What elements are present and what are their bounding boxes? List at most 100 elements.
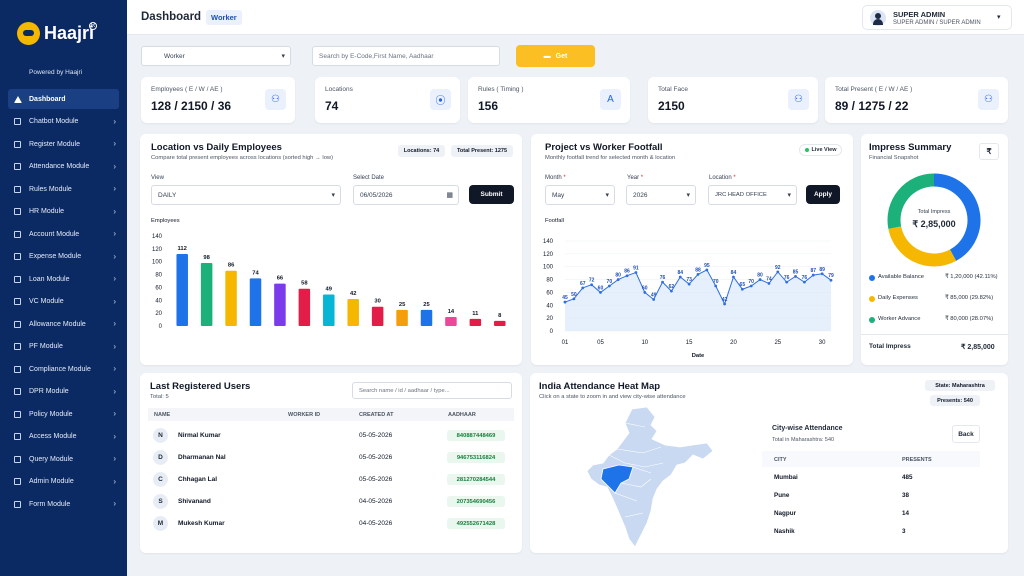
bar[interactable] <box>396 309 408 326</box>
bar[interactable] <box>494 320 506 326</box>
sidebar-item-dashboard[interactable]: Dashboard <box>8 89 119 109</box>
bar[interactable] <box>323 294 335 327</box>
users-icon: ⚇ <box>978 89 999 110</box>
data-point[interactable] <box>581 286 585 290</box>
table-row[interactable]: C Chhagan Lal 05-05-2026 281270284544 <box>140 469 520 491</box>
donut-slice[interactable] <box>888 226 957 267</box>
sidebar-item-dpr-module[interactable]: DPR Module › <box>8 382 119 402</box>
live-dot-icon <box>804 148 809 152</box>
bar[interactable] <box>371 306 384 326</box>
sidebar-item-pf-module[interactable]: PF Module › <box>8 337 119 357</box>
data-point[interactable] <box>723 302 726 306</box>
bar[interactable] <box>298 288 311 326</box>
india-map[interactable] <box>585 407 715 552</box>
sidebar-item-register-module[interactable]: Register Module › <box>8 134 119 154</box>
bar[interactable] <box>176 254 188 326</box>
table-row[interactable]: D Dharmanan Nal 05-05-2026 946753116824 <box>140 447 520 469</box>
bar[interactable] <box>420 309 433 326</box>
sidebar-item-chatbot-module[interactable]: Chatbot Module › <box>8 112 119 132</box>
donut-slice[interactable] <box>887 173 935 229</box>
point-value-label: 73 <box>686 277 692 283</box>
module-icon <box>14 433 21 440</box>
data-point[interactable] <box>696 273 700 276</box>
date-input[interactable]: 06/05/2026 ▦ <box>353 185 459 205</box>
bar[interactable] <box>200 263 213 326</box>
data-point[interactable] <box>652 298 656 301</box>
sidebar-item-loan-module[interactable]: Loan Module › <box>8 269 119 289</box>
data-point[interactable] <box>678 275 682 279</box>
data-point[interactable] <box>634 271 638 274</box>
data-point[interactable] <box>670 289 673 293</box>
sidebar-item-hr-module[interactable]: HR Module › <box>8 202 119 222</box>
x-tick-label: 15 <box>686 340 693 346</box>
user-menu[interactable]: SUPER ADMIN SUPER ADMIN / SUPER ADMIN ▾ <box>862 5 1012 30</box>
get-button[interactable]: ▬ Get <box>516 45 595 67</box>
data-point[interactable] <box>563 300 567 304</box>
sidebar-item-account-module[interactable]: Account Module › <box>8 224 119 244</box>
data-point[interactable] <box>820 272 824 276</box>
location-select[interactable]: JRC HEAD OFFICE ▾ <box>708 185 797 205</box>
data-point[interactable] <box>599 291 602 294</box>
table-row[interactable]: S Shivanand 04-05-2026 207354690456 <box>140 491 520 513</box>
data-point[interactable] <box>687 282 691 286</box>
chevron-right-icon: › <box>113 161 116 171</box>
data-point[interactable] <box>661 280 664 284</box>
submit-button[interactable]: Submit <box>469 185 514 204</box>
top-bar: Dashboard Worker SUPER ADMIN SUPER ADMIN… <box>127 0 1024 35</box>
bar[interactable] <box>469 318 482 326</box>
type-select[interactable]: Worker ▾ <box>141 46 291 66</box>
india-outline[interactable] <box>586 407 714 548</box>
sidebar-item-expense-module[interactable]: Expense Module › <box>8 247 119 267</box>
data-point[interactable] <box>714 284 718 288</box>
sidebar-item-policy-module[interactable]: Policy Module › <box>8 404 119 424</box>
data-point[interactable] <box>740 287 744 291</box>
sidebar-item-admin-module[interactable]: Admin Module › <box>8 472 119 492</box>
impress-donut <box>887 173 981 267</box>
data-point[interactable] <box>732 275 735 279</box>
sidebar-item-rules-module[interactable]: Rules Module › <box>8 179 119 199</box>
view-select[interactable]: DAILY ▾ <box>151 185 341 205</box>
data-point[interactable] <box>776 270 780 274</box>
table-row[interactable]: M Mukesh Kumar 04-05-2026 492552671428 <box>140 513 520 535</box>
bar[interactable] <box>225 270 237 326</box>
data-point[interactable] <box>811 273 815 277</box>
sidebar-item-attendance-module[interactable]: Attendance Module › <box>8 157 119 177</box>
avatar: S <box>153 494 168 509</box>
data-point[interactable] <box>607 284 611 288</box>
bar[interactable] <box>249 278 262 326</box>
sidebar-item-access-module[interactable]: Access Module › <box>8 427 119 447</box>
search-input[interactable]: Search by E-Code,First Name, Aadhaar <box>312 46 500 66</box>
bar[interactable] <box>445 317 457 326</box>
data-point[interactable] <box>625 274 629 278</box>
sidebar-item-form-module[interactable]: Form Module › <box>8 494 119 514</box>
app-logo[interactable]: Haajri <box>17 22 94 45</box>
table-row[interactable]: N Nirmal Kumar 05-05-2026 840887448469 <box>140 425 520 447</box>
sidebar-item-query-module[interactable]: Query Module › <box>8 449 119 469</box>
bar[interactable] <box>274 283 286 326</box>
data-point[interactable] <box>643 291 647 294</box>
live-view-toggle[interactable]: Live View <box>799 144 842 156</box>
data-point[interactable] <box>758 278 762 281</box>
data-point[interactable] <box>749 284 753 288</box>
data-point[interactable] <box>616 278 620 281</box>
data-point[interactable] <box>767 282 771 285</box>
month-select[interactable]: May ▾ <box>545 185 615 205</box>
data-point[interactable] <box>572 297 576 301</box>
rupee-icon[interactable]: ₹ <box>979 143 999 160</box>
apply-button[interactable]: Apply <box>806 185 840 204</box>
data-point[interactable] <box>590 283 593 287</box>
back-button[interactable]: Back <box>952 425 980 443</box>
bar[interactable] <box>347 299 359 326</box>
impress-total-value: ₹ 2,85,000 <box>961 344 995 351</box>
sidebar-item-allowance-module[interactable]: Allowance Module › <box>8 314 119 334</box>
data-point[interactable] <box>705 268 709 272</box>
sidebar-item-vc-module[interactable]: VC Module › <box>8 292 119 312</box>
data-point[interactable] <box>794 274 797 278</box>
donut-slice[interactable] <box>933 173 981 261</box>
data-point[interactable] <box>829 278 833 282</box>
data-point[interactable] <box>803 280 806 284</box>
user-search-input[interactable]: Search name / id / aadhaar / type... <box>352 382 512 399</box>
year-select[interactable]: 2026 ▾ <box>626 185 696 205</box>
sidebar-item-compliance-module[interactable]: Compliance Module › <box>8 359 119 379</box>
data-point[interactable] <box>785 280 789 284</box>
